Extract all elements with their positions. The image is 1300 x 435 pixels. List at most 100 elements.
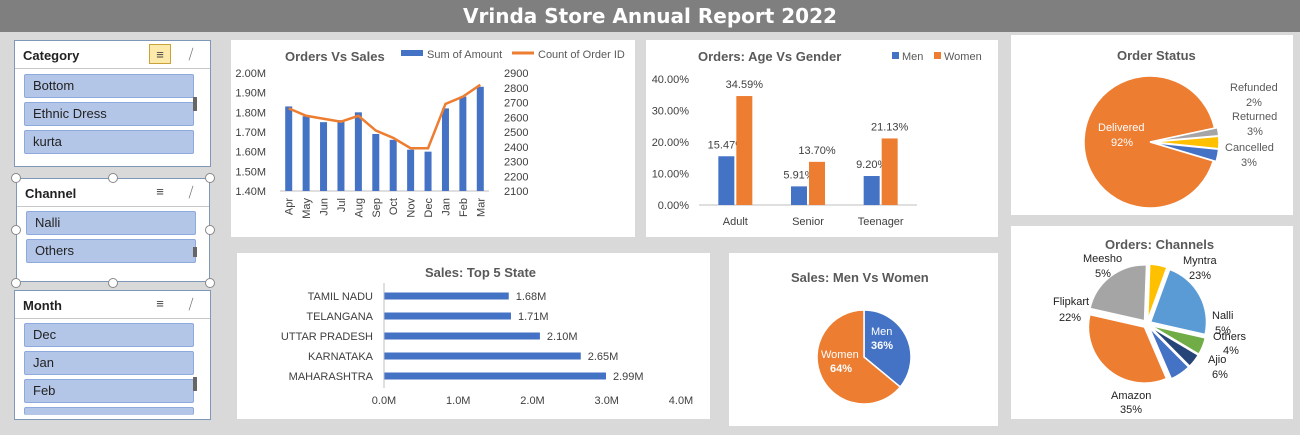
bar — [459, 96, 467, 191]
pie-slice — [1147, 263, 1168, 321]
slice-label: 22% — [1059, 312, 1081, 324]
x-tick-label: Adult — [723, 216, 748, 228]
x-tick-label: Jan — [440, 198, 452, 216]
slicer-item[interactable]: kurta — [24, 130, 194, 154]
pie-slice — [816, 309, 902, 405]
slicer-item[interactable]: Ethnic Dress — [24, 102, 194, 126]
slicer-item[interactable] — [24, 407, 194, 415]
men-women-chart: Sales: Men Vs Women Men 36% Women 64% — [791, 270, 929, 405]
multi-select-icon[interactable]: ≡ — [156, 184, 164, 199]
y-tick-label: 10.00% — [652, 169, 690, 181]
pie-slice — [1150, 324, 1207, 356]
top5-state-card[interactable]: Sales: Top 5 State TAMIL NADU 1.68M TELANG… — [237, 253, 710, 419]
order-status-card[interactable]: Order Status Delivered 92% Refunded 2% R… — [1011, 35, 1293, 215]
channel-slicer[interactable]: Channel ≡ ⧸ Nalli Others — [16, 178, 210, 282]
data-label: 13.70% — [798, 145, 836, 157]
data-label: 2.99M — [613, 371, 644, 383]
pie-slice — [1083, 75, 1216, 209]
bar — [407, 149, 415, 191]
x-tick-label: 3.0M — [595, 395, 619, 407]
slicer-scrollbar[interactable] — [193, 97, 197, 111]
y-tick-label: TAMIL NADU — [308, 291, 373, 303]
y-tick-label: 40.00% — [652, 74, 690, 86]
resize-handle[interactable] — [11, 278, 21, 288]
slice-label: Returned — [1232, 111, 1277, 123]
data-label: 9.20% — [856, 159, 887, 171]
slice-label: 3% — [1241, 157, 1257, 169]
resize-handle[interactable] — [205, 278, 215, 288]
slice-label: 36% — [871, 340, 893, 352]
slicer-item[interactable]: Nalli — [26, 211, 196, 235]
x-tick-label: Mar — [475, 198, 487, 217]
clear-filter-icon[interactable]: ⧸ — [188, 184, 194, 200]
y-tick-label: 2100 — [504, 186, 528, 198]
y-tick-label: 1.90M — [235, 88, 266, 100]
bar — [476, 86, 484, 191]
x-tick-label: 4.0M — [669, 395, 693, 407]
slice-label: 2% — [1246, 97, 1262, 109]
slice-label: 92% — [1111, 137, 1133, 149]
resize-handle[interactable] — [11, 225, 21, 235]
data-label: 15.47% — [708, 139, 746, 151]
bar — [384, 352, 581, 360]
channels-card[interactable]: Orders: Channels Meesho 5% Myntra 23% Fl… — [1011, 226, 1293, 419]
legend-label: Count of Order ID — [538, 49, 625, 61]
slicer-item[interactable]: Others — [26, 239, 196, 263]
bar — [863, 176, 880, 205]
data-label: 34.59% — [726, 79, 764, 91]
slicer-scrollbar[interactable] — [193, 247, 197, 257]
x-tick-label: 2.0M — [520, 395, 544, 407]
slicer-item[interactable]: Feb — [24, 379, 194, 403]
y-tick-label: KARNATAKA — [308, 351, 374, 363]
slicer-title: Channel — [25, 186, 77, 201]
multi-select-icon[interactable]: ≡ — [149, 44, 171, 64]
y-tick-label: 2800 — [504, 83, 528, 95]
bar — [354, 112, 362, 191]
slice-label: Cancelled — [1225, 142, 1274, 154]
y-tick-label: TELANGANA — [306, 311, 373, 323]
slicer-item[interactable]: Dec — [24, 323, 194, 347]
slice-label: 5% — [1095, 268, 1111, 280]
age-gender-card[interactable]: Orders: Age Vs Gender Men Women 0.00% 10.… — [646, 40, 998, 237]
top5-state-chart: Sales: Top 5 State TAMIL NADU 1.68M TELANG… — [281, 265, 693, 407]
bar — [302, 116, 310, 191]
y-tick-label: 1.80M — [235, 107, 266, 119]
slice-label: Myntra — [1183, 255, 1218, 267]
x-tick-label: May — [301, 198, 313, 219]
x-tick-label: Sep — [371, 198, 383, 218]
month-slicer[interactable]: Month ≡ ⧸ Dec Jan Feb — [14, 290, 211, 420]
data-label: 21.13% — [871, 121, 909, 133]
slicer-scrollbar[interactable] — [193, 377, 197, 391]
y-tick-label: MAHARASHTRA — [289, 371, 374, 383]
multi-select-icon[interactable]: ≡ — [156, 296, 164, 311]
bar — [809, 161, 825, 205]
slice-label: Delivered — [1098, 122, 1144, 134]
clear-filter-icon[interactable]: ⧸ — [188, 46, 194, 62]
resize-handle[interactable] — [205, 173, 215, 183]
pie-slice — [863, 309, 912, 389]
x-tick-label: Dec — [423, 198, 435, 218]
slicer-item[interactable]: Bottom — [24, 74, 194, 98]
pie-slice — [1089, 264, 1148, 322]
slicer-item[interactable]: Jan — [24, 351, 194, 375]
bar — [791, 186, 807, 205]
orders-vs-sales-chart: Orders Vs Sales Sum of Amount Count of O… — [235, 49, 625, 219]
resize-handle[interactable] — [108, 278, 118, 288]
slice-label: 5% — [1215, 325, 1231, 337]
orders-vs-sales-card[interactable]: Orders Vs Sales Sum of Amount Count of O… — [231, 40, 635, 237]
bar — [285, 106, 293, 191]
resize-handle[interactable] — [108, 173, 118, 183]
pie-slice — [1149, 268, 1208, 336]
legend-bar-swatch — [401, 50, 423, 56]
resize-handle[interactable] — [11, 173, 21, 183]
y-tick-label: 0.00% — [658, 200, 689, 212]
clear-filter-icon[interactable]: ⧸ — [188, 296, 194, 312]
pie-slice — [1149, 325, 1200, 368]
men-women-card[interactable]: Sales: Men Vs Women Men 36% Women 64% — [729, 253, 998, 426]
resize-handle[interactable] — [205, 225, 215, 235]
y-tick-label: 2600 — [504, 112, 528, 124]
slice-label: Women — [821, 349, 859, 361]
category-slicer[interactable]: Category ≡ ⧸ Bottom Ethnic Dress kurta — [14, 40, 211, 167]
x-tick-label: Nov — [406, 198, 418, 218]
slice-label: 35% — [1120, 404, 1142, 416]
